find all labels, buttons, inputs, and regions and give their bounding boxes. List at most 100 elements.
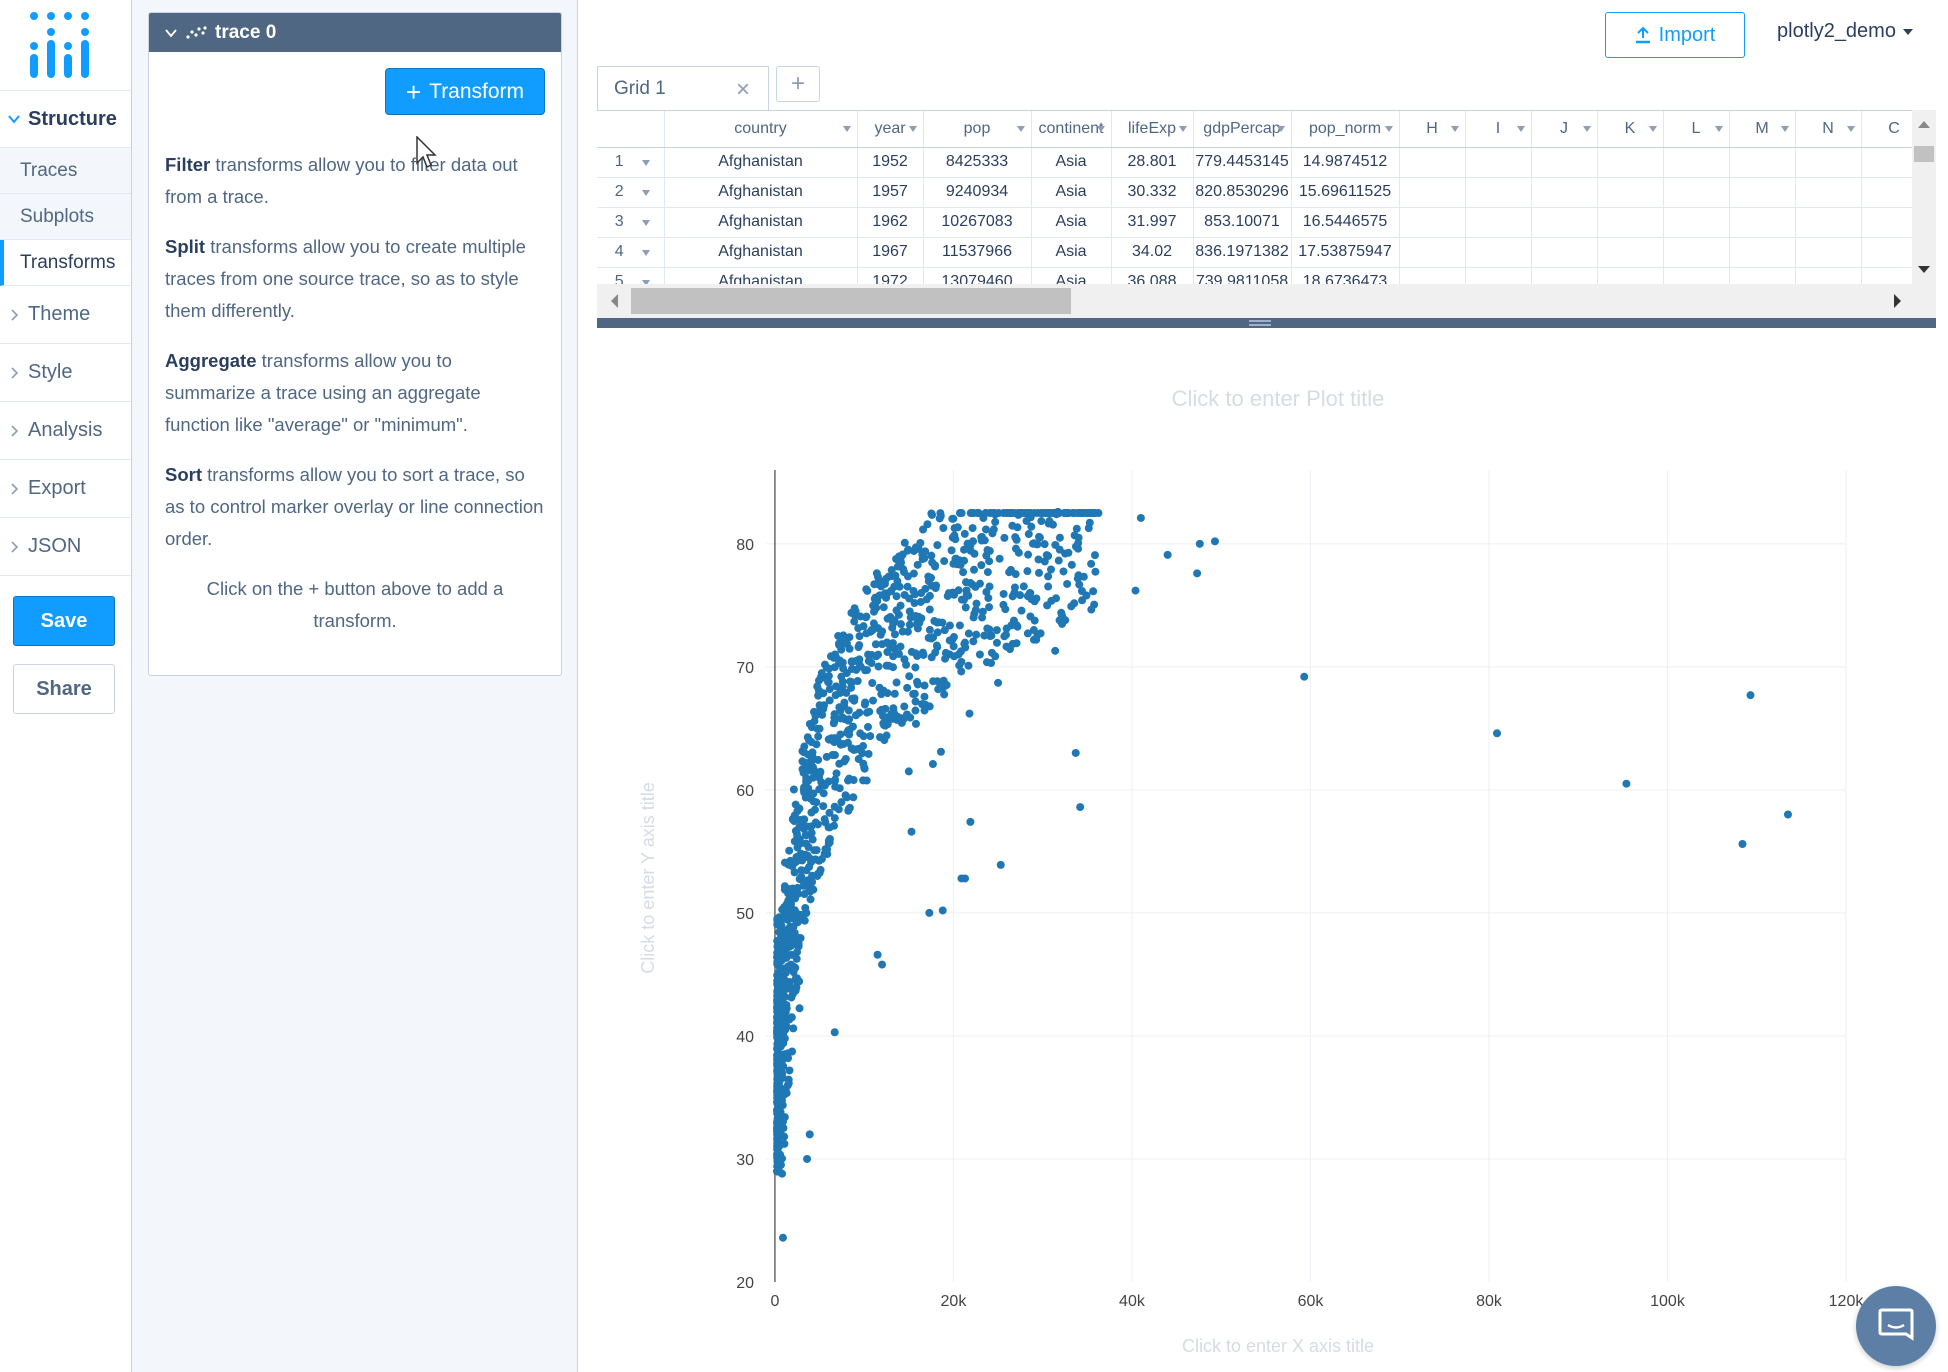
scatter-point[interactable] — [870, 580, 879, 589]
scatter-point[interactable] — [868, 626, 877, 635]
scatter-point[interactable] — [897, 718, 906, 727]
scatter-point[interactable] — [1000, 632, 1009, 641]
scatter-point[interactable] — [1001, 605, 1010, 614]
scatter-point[interactable] — [787, 935, 796, 944]
scatter-point[interactable] — [1029, 539, 1038, 548]
scatter-point[interactable] — [864, 722, 873, 731]
scatter-point[interactable] — [918, 700, 927, 709]
scatter-point[interactable] — [784, 902, 793, 911]
scatter-point[interactable] — [926, 573, 935, 582]
table-cell[interactable] — [1663, 177, 1730, 208]
scatter-point[interactable] — [921, 547, 930, 556]
scatter-point[interactable] — [1033, 509, 1042, 518]
scatter-point[interactable] — [969, 637, 978, 646]
scatter-point[interactable] — [858, 749, 867, 758]
column-menu-icon[interactable] — [842, 126, 851, 132]
scatter-point[interactable] — [948, 533, 957, 542]
table-cell[interactable]: 1952 — [857, 147, 924, 178]
scatter-point[interactable] — [773, 1135, 782, 1144]
scatter-point[interactable] — [780, 1034, 789, 1043]
scatter-point[interactable] — [856, 612, 865, 621]
table-cell[interactable]: 820.8530296 — [1193, 177, 1292, 208]
scatter-point[interactable] — [797, 866, 806, 875]
scatter-point[interactable] — [980, 631, 989, 640]
scatter-point[interactable] — [960, 639, 969, 648]
scatter-point[interactable] — [935, 679, 944, 688]
scatter-point[interactable] — [800, 783, 809, 792]
scatter-point[interactable] — [977, 533, 986, 542]
scatter-point[interactable] — [964, 629, 973, 638]
scatter-point[interactable] — [836, 714, 845, 723]
scatter-point[interactable] — [867, 651, 876, 660]
scatter-point[interactable] — [1015, 509, 1024, 518]
scatter-point[interactable] — [829, 736, 838, 745]
scatter-point[interactable] — [1075, 580, 1084, 589]
scatter-point[interactable] — [804, 843, 813, 852]
scatter-point[interactable] — [784, 860, 793, 869]
scatter-point[interactable] — [910, 599, 919, 608]
column-header[interactable]: pop_norm — [1291, 111, 1400, 148]
scatter-point[interactable] — [787, 993, 796, 1002]
scatter-point[interactable] — [1023, 509, 1032, 518]
scatter-point[interactable] — [809, 763, 818, 772]
scatter-point[interactable] — [790, 868, 799, 877]
scatter-point[interactable] — [773, 1030, 782, 1039]
scatter-point[interactable] — [905, 672, 914, 681]
scatter-point[interactable] — [815, 724, 824, 733]
table-cell[interactable] — [1399, 207, 1466, 238]
close-icon[interactable]: × — [735, 76, 750, 103]
scatter-point[interactable] — [1057, 608, 1066, 617]
table-cell[interactable] — [1663, 147, 1730, 178]
scatter-point[interactable] — [773, 914, 782, 923]
scatter-point[interactable] — [830, 776, 839, 785]
table-cell[interactable]: 1957 — [857, 177, 924, 208]
scatter-point[interactable] — [938, 906, 947, 915]
scatter-point[interactable] — [798, 765, 807, 774]
scatter-point[interactable] — [982, 658, 991, 667]
scatter-point[interactable] — [834, 631, 843, 640]
scatter-point[interactable] — [1040, 557, 1049, 566]
scatter-point[interactable] — [986, 632, 995, 641]
row-number-cell[interactable]: 2 — [597, 177, 665, 208]
scatter-point[interactable] — [829, 719, 838, 728]
scatter-point[interactable] — [862, 585, 871, 594]
row-menu-icon[interactable] — [641, 249, 650, 256]
table-cell[interactable]: Afghanistan — [664, 147, 858, 178]
scatter-point[interactable] — [911, 649, 920, 658]
nav-section-analysis[interactable]: Analysis — [0, 402, 131, 460]
table-cell[interactable] — [1795, 177, 1862, 208]
table-cell[interactable]: 1967 — [857, 237, 924, 268]
scatter-point[interactable] — [1210, 537, 1219, 546]
scatter-point[interactable] — [1051, 646, 1060, 655]
scatter-point[interactable] — [975, 650, 984, 659]
scroll-right-icon[interactable] — [1890, 284, 1906, 318]
scatter-point[interactable] — [791, 894, 800, 903]
scatter-point[interactable] — [878, 640, 887, 649]
user-menu[interactable]: plotly2_demo — [1777, 20, 1913, 43]
scatter-point[interactable] — [807, 808, 816, 817]
scatter-point[interactable] — [854, 643, 863, 652]
share-button[interactable]: Share — [13, 664, 115, 714]
scatter-point[interactable] — [859, 776, 868, 785]
scatter-point[interactable] — [862, 629, 871, 638]
scatter-point[interactable] — [1195, 539, 1204, 548]
scatter-point[interactable] — [890, 616, 899, 625]
scatter-point[interactable] — [894, 649, 903, 658]
scatter-point[interactable] — [923, 520, 932, 529]
scatter-point[interactable] — [982, 587, 991, 596]
table-cell[interactable] — [1729, 207, 1796, 238]
scatter-point[interactable] — [825, 808, 834, 817]
scatter-point[interactable] — [869, 601, 878, 610]
table-cell[interactable] — [1531, 237, 1598, 268]
scatter-point[interactable] — [890, 630, 899, 639]
scatter-point[interactable] — [791, 800, 800, 809]
scatter-point[interactable] — [835, 641, 844, 650]
scatter-point[interactable] — [893, 577, 902, 586]
scatter-point[interactable] — [783, 984, 792, 993]
scatter-point[interactable] — [884, 661, 893, 670]
scatter-point[interactable] — [1017, 606, 1026, 615]
table-cell[interactable]: 34.02 — [1111, 237, 1194, 268]
scatter-point[interactable] — [978, 613, 987, 622]
grid-vertical-scrollbar[interactable] — [1912, 110, 1936, 318]
scatter-point[interactable] — [850, 604, 859, 613]
